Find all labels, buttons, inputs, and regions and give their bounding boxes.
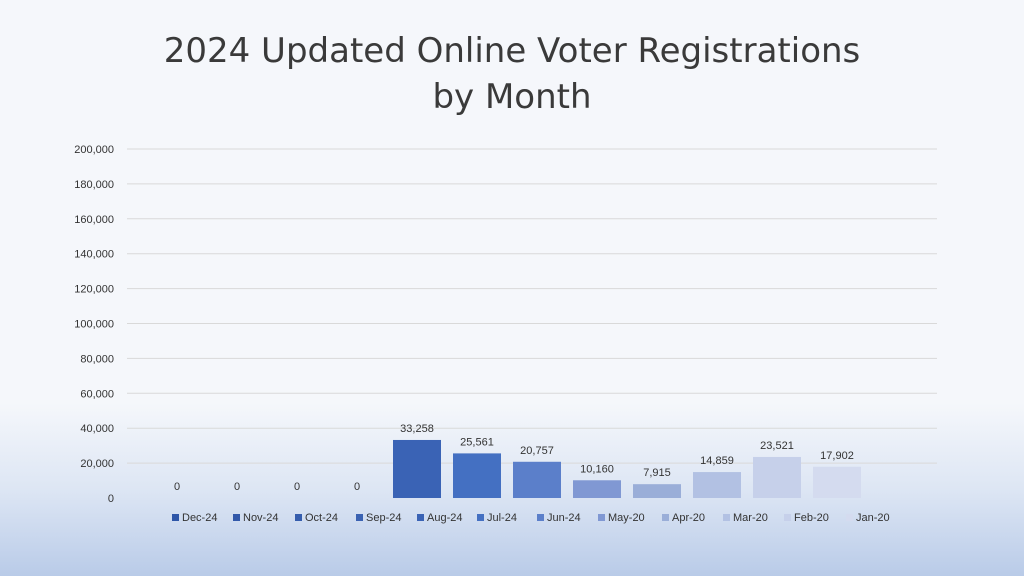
- data-label: 33,258: [400, 423, 434, 435]
- legend-swatch: [172, 514, 179, 521]
- legend-label: Jan-20: [856, 512, 890, 524]
- chart-title-line-2: by Month: [432, 77, 592, 117]
- legend-swatch: [477, 514, 484, 521]
- chart-title: 2024 Updated Online Voter Registrations …: [0, 28, 1024, 120]
- y-tick-label: 80,000: [80, 353, 114, 365]
- legend-swatch: [784, 514, 791, 521]
- data-label: 20,757: [520, 445, 554, 457]
- legend-swatch: [598, 514, 605, 521]
- legend-swatch: [537, 514, 544, 521]
- legend-label: Jun-24: [547, 512, 581, 524]
- bar: [753, 456, 801, 498]
- data-label: 10,160: [580, 463, 614, 475]
- y-tick-label: 20,000: [80, 458, 114, 470]
- y-tick-label: 120,000: [74, 284, 114, 296]
- legend-label: Oct-24: [305, 512, 338, 524]
- data-label: 25,561: [460, 436, 494, 448]
- bar: [813, 466, 861, 498]
- y-tick-label: 100,000: [74, 319, 114, 331]
- legend-swatch: [356, 514, 363, 521]
- chart-title-line-1: 2024 Updated Online Voter Registrations: [163, 31, 861, 71]
- data-label: 0: [294, 481, 300, 493]
- data-label: 0: [174, 481, 180, 493]
- data-label: 0: [354, 481, 360, 493]
- y-tick-label: 200,000: [74, 144, 114, 156]
- legend-swatch: [233, 514, 240, 521]
- y-tick-label: 180,000: [74, 179, 114, 191]
- legend-label: Dec-24: [182, 512, 217, 524]
- bar: [453, 453, 501, 498]
- legend-label: Jul-24: [487, 512, 517, 524]
- bar: [633, 484, 681, 498]
- bar: [693, 472, 741, 498]
- legend-swatch: [295, 514, 302, 521]
- y-tick-label: 160,000: [74, 214, 114, 226]
- y-tick-label: 60,000: [80, 388, 114, 400]
- legend-label: Sep-24: [366, 512, 401, 524]
- y-tick-label: 40,000: [80, 423, 114, 435]
- legend-swatch: [723, 514, 730, 521]
- legend-label: May-20: [608, 512, 645, 524]
- y-tick-label: 0: [108, 493, 114, 505]
- legend-label: Mar-20: [733, 512, 768, 524]
- legend-swatch: [662, 514, 669, 521]
- data-label: 7,915: [643, 467, 671, 479]
- legend-swatch: [846, 514, 853, 521]
- data-label: 17,902: [820, 450, 854, 462]
- bar: [513, 461, 561, 498]
- legend-label: Feb-20: [794, 512, 829, 524]
- data-label: 23,521: [760, 440, 794, 452]
- bar: [573, 480, 621, 498]
- bar: [393, 439, 441, 498]
- legend-label: Apr-20: [672, 512, 705, 524]
- legend-swatch: [417, 514, 424, 521]
- data-label: 14,859: [700, 455, 734, 467]
- y-tick-label: 140,000: [74, 249, 114, 261]
- legend-label: Nov-24: [243, 512, 278, 524]
- data-label: 0: [234, 481, 240, 493]
- legend-label: Aug-24: [427, 512, 462, 524]
